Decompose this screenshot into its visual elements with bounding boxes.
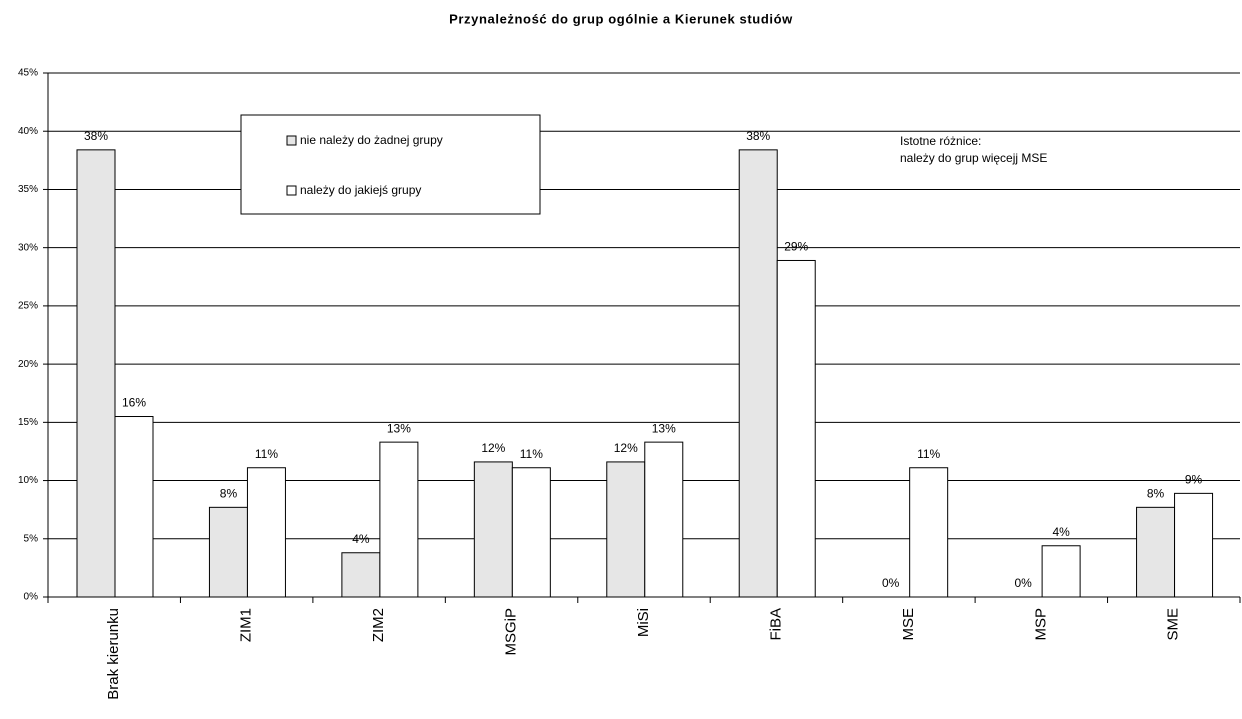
y-tick-label: 25% (18, 301, 38, 312)
bar (114, 416, 154, 598)
legend-box (240, 114, 541, 215)
bar (341, 552, 381, 598)
x-tick-label: Brak kierunku (105, 608, 122, 700)
y-tick-label: 20% (18, 359, 38, 370)
y-tick-label: 45% (18, 68, 38, 79)
annotation: należy do grup więcejj MSE (900, 151, 1047, 165)
value-label: 13% (652, 421, 676, 435)
legend-swatch (286, 135, 297, 146)
legend-swatch (286, 185, 297, 196)
x-tick-label: MiSi (635, 608, 652, 637)
y-tick-label: 30% (18, 242, 38, 253)
bar (1174, 492, 1214, 598)
bar (606, 461, 646, 598)
x-tick-label: MSP (1032, 608, 1049, 641)
x-tick-label: SME (1165, 608, 1182, 641)
y-tick-label: 15% (18, 417, 38, 428)
y-tick-label: 10% (18, 475, 38, 486)
x-tick-label: ZIM2 (370, 608, 387, 642)
value-label: 38% (84, 129, 108, 143)
value-label: 11% (255, 447, 278, 461)
value-label: 4% (1052, 525, 1070, 539)
x-tick-label: MSGiP (503, 608, 520, 656)
bar (511, 467, 551, 598)
value-label: 0% (882, 576, 900, 590)
value-label: 11% (520, 447, 543, 461)
value-label: 0% (1014, 576, 1032, 590)
value-label: 16% (122, 396, 146, 410)
value-label: 4% (352, 532, 370, 546)
legend-label: należy do jakiejś grupy (300, 183, 421, 197)
value-label: 12% (481, 441, 505, 455)
y-tick-label: 5% (24, 533, 39, 544)
bar (738, 149, 778, 598)
value-label: 29% (784, 240, 808, 254)
legend-label: nie należy do żadnej grupy (300, 133, 443, 147)
y-tick-label: 40% (18, 126, 38, 137)
bar (644, 441, 684, 598)
value-label: 38% (746, 129, 770, 143)
x-tick-label: MSE (900, 608, 917, 641)
value-label: 12% (614, 441, 638, 455)
value-label: 8% (220, 487, 238, 501)
bar (1041, 545, 1081, 598)
bar (379, 441, 419, 598)
x-tick-label: ZIM1 (238, 608, 255, 642)
bar (473, 461, 513, 598)
bar (246, 467, 286, 598)
chart-title: Przynależność do grup ogólnie a Kierunek… (449, 11, 793, 26)
bar (776, 259, 816, 598)
value-label: 9% (1185, 473, 1203, 487)
value-label: 8% (1147, 487, 1165, 501)
bar (1136, 506, 1176, 598)
value-label: 11% (917, 447, 940, 461)
bar (208, 506, 248, 598)
bar (76, 149, 116, 598)
annotation: Istotne różnice: (900, 134, 981, 148)
y-tick-label: 0% (24, 592, 39, 603)
y-tick-label: 35% (18, 184, 38, 195)
bar (909, 467, 949, 598)
value-label: 13% (387, 421, 411, 435)
x-tick-label: FiBA (767, 608, 784, 641)
